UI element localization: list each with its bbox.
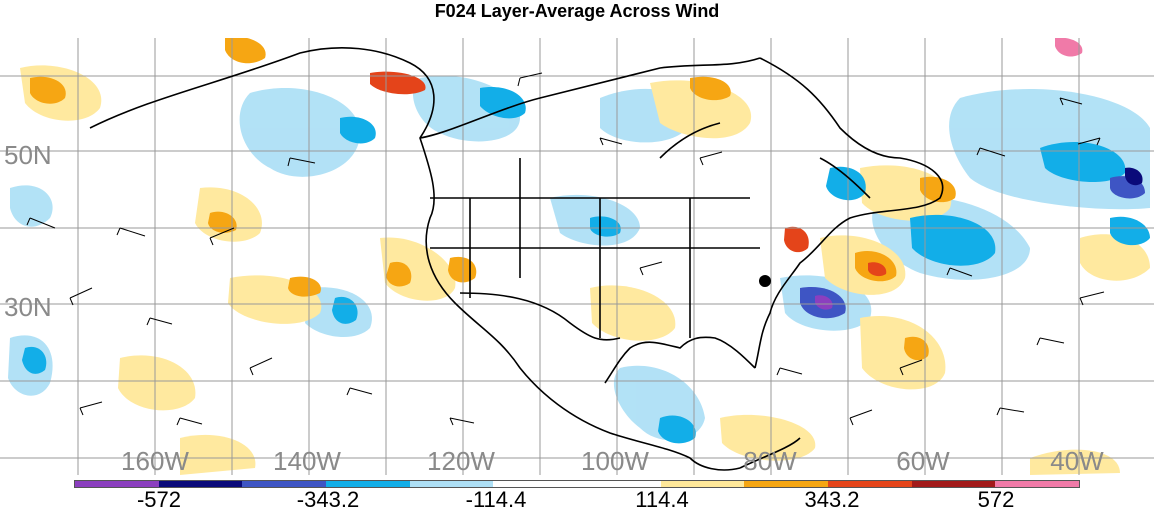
contour-fill-light <box>8 65 1150 475</box>
wind-barbs <box>26 72 1105 426</box>
lon-label-80w: 80W <box>743 446 797 476</box>
coastlines <box>89 47 944 471</box>
lon-label-120w: 120W <box>427 446 495 476</box>
lon-label-160w: 160W <box>121 446 189 476</box>
colorbar-segment <box>911 481 996 487</box>
colorbar-label: 114.4 <box>635 487 689 512</box>
colorbar-segment <box>828 481 912 487</box>
colorbar-segment <box>326 481 410 487</box>
lat-lon-grid <box>0 38 1154 475</box>
map-panel: 50N 30N 160W 140W 120W 100W 80W 60W 40W <box>0 38 1154 476</box>
lat-label-50n: 50N <box>4 140 52 170</box>
map-canvas <box>0 38 1154 475</box>
colorbar-segment <box>158 481 243 487</box>
colorbar-label: 343.2 <box>804 487 860 512</box>
colorbar-segment <box>660 481 745 487</box>
lon-label-100w: 100W <box>581 446 649 476</box>
lon-label-140w: 140W <box>273 446 341 476</box>
colorbar-label: 572 <box>977 487 1015 512</box>
colorbar-label: -572 <box>136 487 182 512</box>
lat-label-30n: 30N <box>4 292 52 322</box>
map-title: F024 Layer-Average Across Wind <box>434 1 720 21</box>
lon-label-60w: 60W <box>896 446 950 476</box>
colorbar-segment <box>409 481 494 487</box>
lon-label-40w: 40W <box>1050 446 1104 476</box>
colorbar-segment <box>577 481 661 487</box>
colorbar-segment <box>744 481 829 487</box>
colorbar <box>74 480 1080 488</box>
colorbar-label: -343.2 <box>296 487 360 512</box>
colorbar-label: -114.4 <box>465 487 527 512</box>
location-marker-icon <box>759 275 771 287</box>
colorbar-segment <box>242 481 327 487</box>
colorbar-segment <box>75 481 159 487</box>
colorbar-segment <box>493 481 578 487</box>
colorbar-segment <box>995 481 1080 487</box>
